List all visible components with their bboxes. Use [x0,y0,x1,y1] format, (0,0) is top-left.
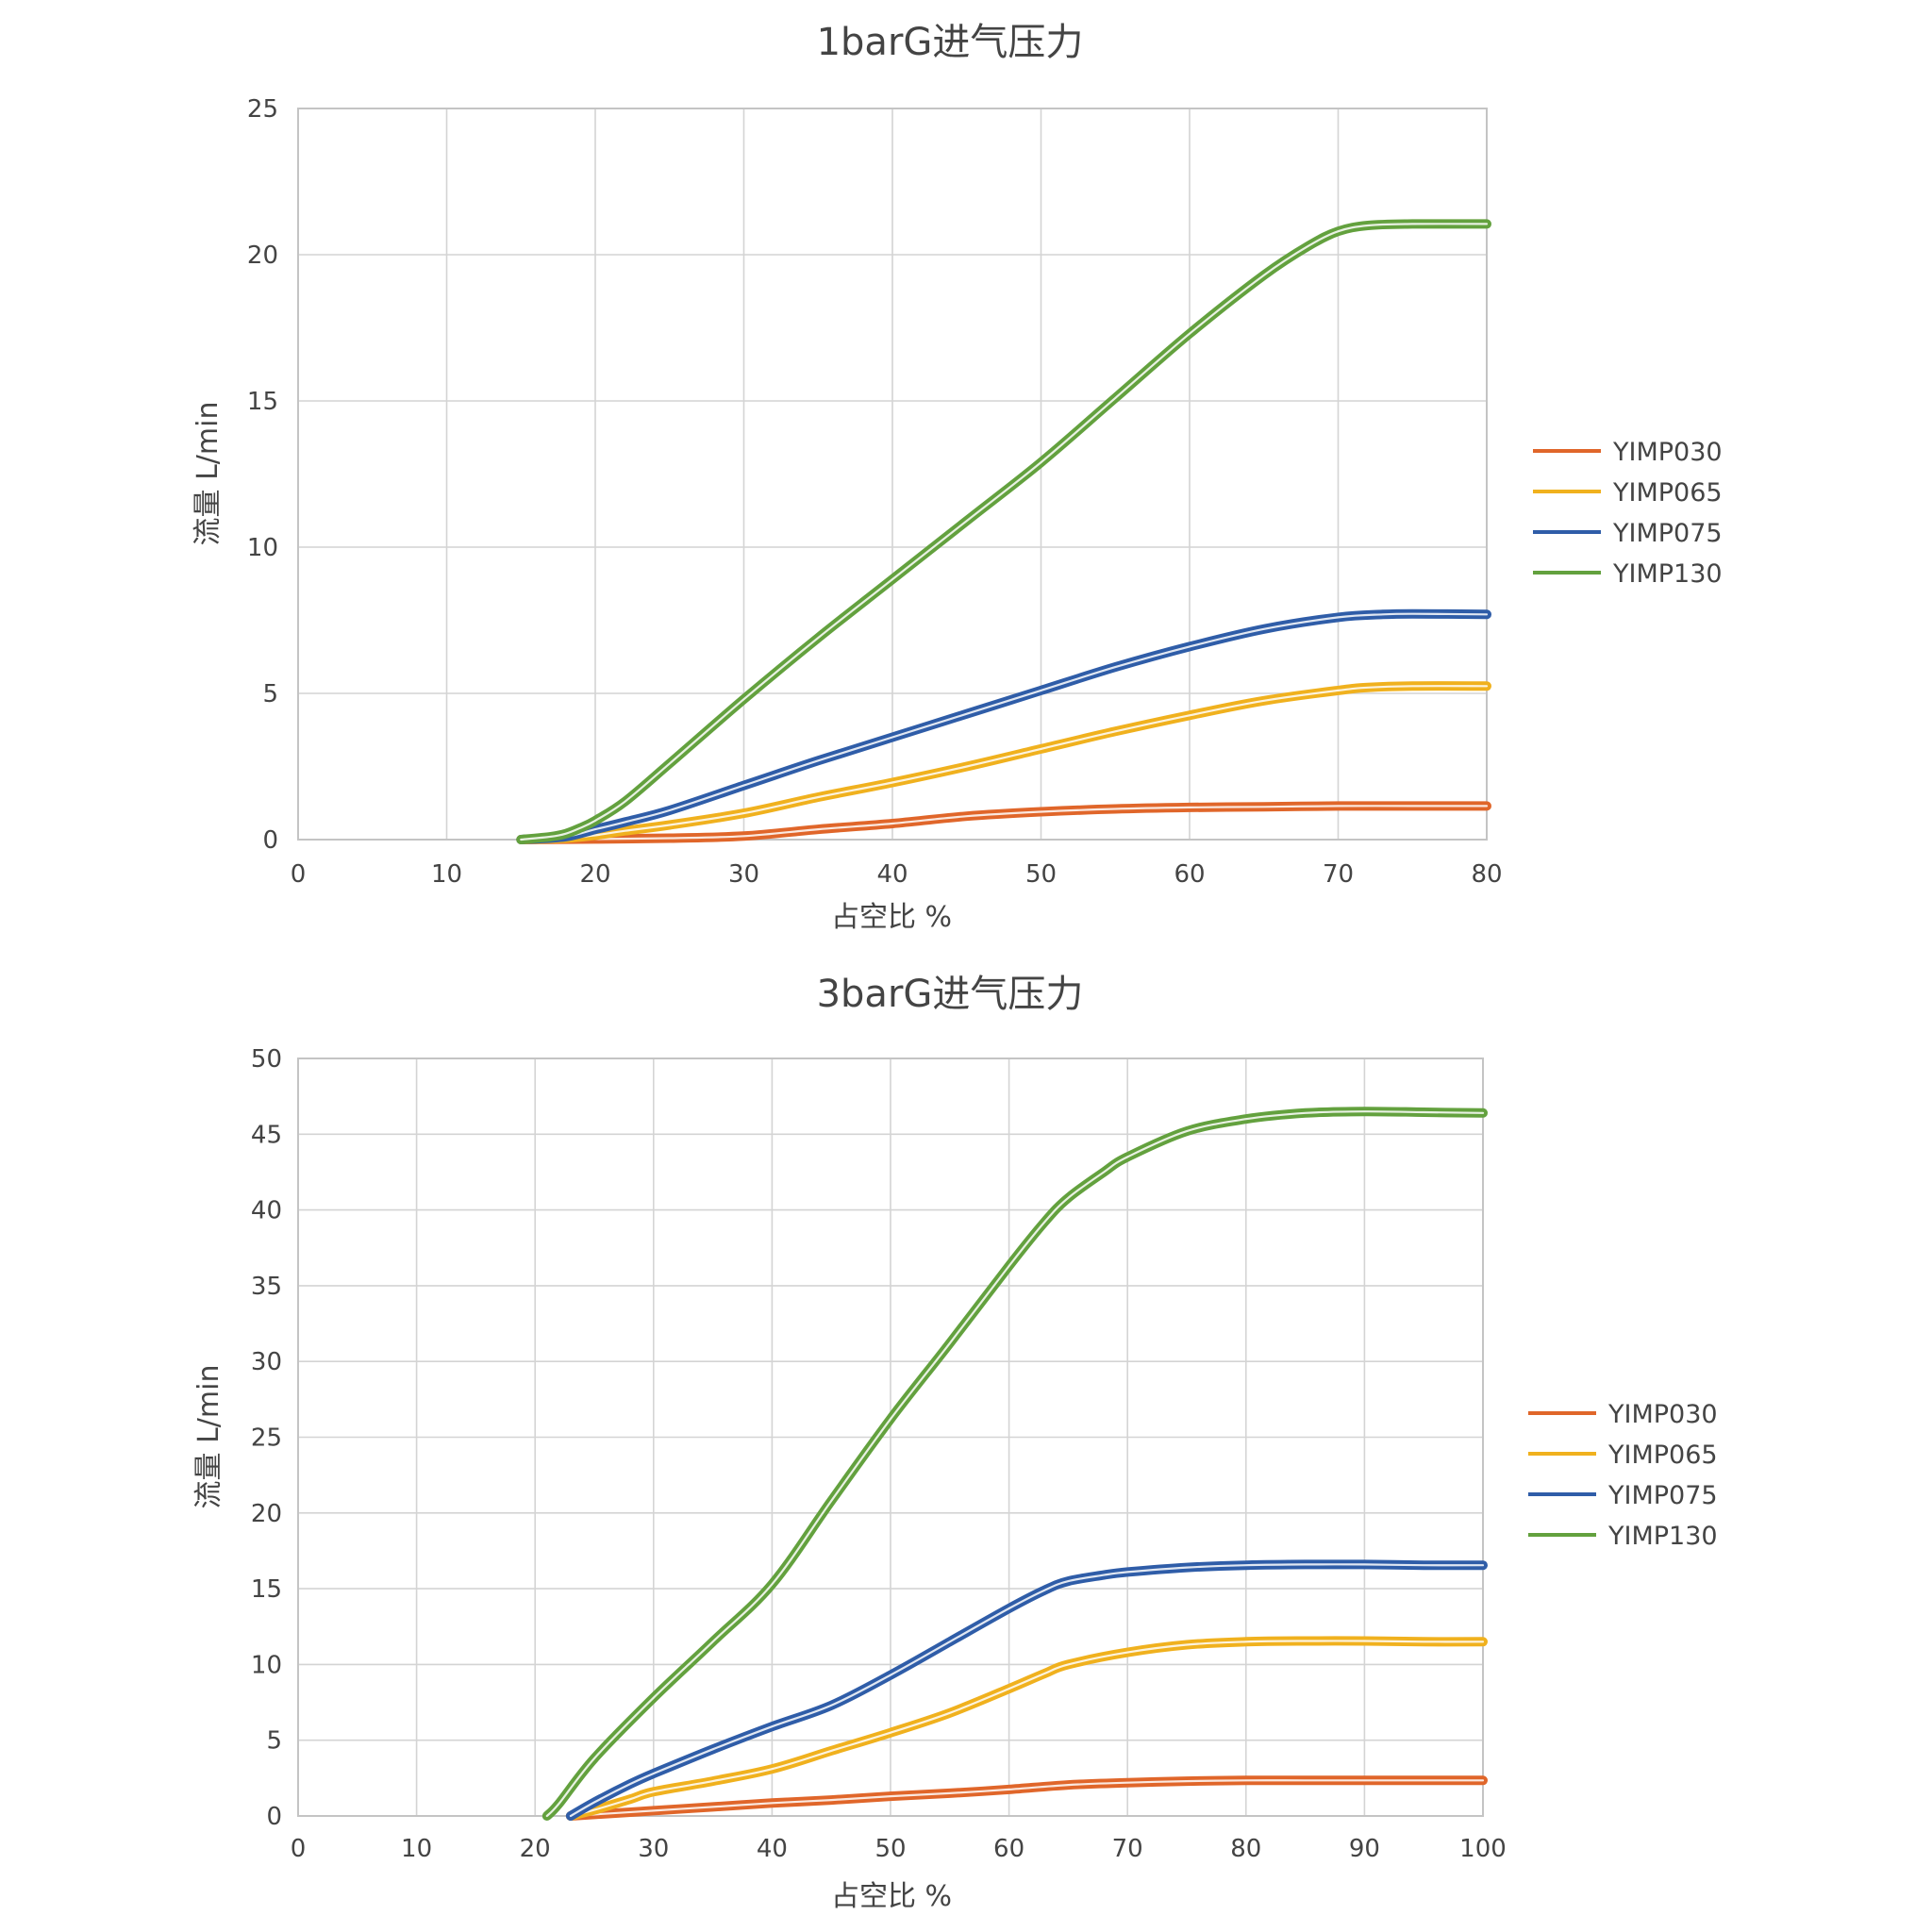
plot-frame [297,1058,1484,1817]
series-line [516,219,1491,844]
chart-title: 3barG进气压力 [817,973,1084,1016]
x-tick-label: 10 [431,860,462,889]
x-tick-label: 100 [1459,1835,1507,1863]
legend-label: YIMP030 [1612,438,1723,467]
series-line-highlight [520,685,1489,841]
y-tick-label: 0 [266,1803,282,1831]
legend-item-yimp030: YIMP030 [1528,1400,1718,1429]
series-yimp030 [565,1775,1488,1821]
x-tick-label: 50 [1025,860,1057,889]
x-tick-label: 80 [1230,1835,1261,1863]
series-line-highlight [520,223,1489,841]
legend-label: YIMP065 [1607,1441,1718,1470]
x-tick-label: 90 [1349,1835,1380,1863]
series-yimp065 [516,681,1491,844]
y-tick-label: 25 [247,95,278,124]
y-axis-label: 流量 L/min [192,402,225,546]
x-tick-label: 30 [638,1835,669,1863]
y-tick-label: 10 [251,1651,282,1679]
y-tick-label: 45 [251,1121,282,1149]
chart-1bar: 1barG进气压力 0 10 20 30 40 50 60 70 80 0 5 10 15 20 25 占空比 … [0,0,1932,953]
x-tick-label: 70 [1112,1835,1143,1863]
series-yimp075 [516,608,1491,844]
y-tick-label: 5 [262,680,278,708]
chart-1bar-svg: 1barG进气压力 0 10 20 30 40 50 60 70 80 0 5 10 15 20 25 占空比 … [192,21,1723,934]
series-line-highlight [520,612,1489,841]
legend-item-yimp075: YIMP075 [1533,519,1723,548]
x-tick-label: 0 [291,1835,307,1863]
y-tick-label: 35 [251,1273,282,1301]
legend-item-yimp130: YIMP130 [1528,1522,1718,1551]
x-tick-label: 20 [520,1835,551,1863]
chart-title: 1barG进气压力 [817,21,1084,64]
series-line-highlight [545,1110,1485,1818]
y-tick-label: 50 [251,1045,282,1074]
legend-label: YIMP075 [1612,519,1723,548]
series-line-highlight [569,1779,1485,1818]
legend-item-yimp065: YIMP065 [1533,478,1723,508]
x-axis-label: 占空比 % [831,1880,952,1913]
x-tick-label: 10 [401,1835,432,1863]
x-tick-label: 0 [291,860,307,889]
legend-label: YIMP030 [1607,1400,1718,1429]
chart-3bar: 3barG进气压力 0 10 20 30 40 50 60 70 80 90 100 0 5 10 15 20 2… [0,953,1932,1932]
series-line-highlight [569,1563,1485,1818]
y-tick-label: 20 [247,242,278,270]
legend-item-yimp075: YIMP075 [1528,1481,1718,1510]
x-tick-label: 70 [1323,860,1354,889]
legend-label: YIMP075 [1607,1481,1718,1510]
y-tick-label: 0 [262,826,278,855]
legend-item-yimp030: YIMP030 [1533,438,1723,467]
y-tick-label: 15 [251,1575,282,1604]
y-tick-label: 40 [251,1197,282,1225]
plot-frame [297,108,1488,841]
y-tick-label: 30 [251,1348,282,1376]
x-tick-label: 80 [1471,860,1502,889]
series-yimp130 [541,1107,1488,1821]
legend-item-yimp130: YIMP130 [1533,559,1723,589]
series-line-highlight [520,805,1489,841]
series-yimp065 [565,1636,1488,1821]
x-tick-label: 50 [874,1835,906,1863]
y-tick-label: 25 [251,1424,282,1453]
legend-label: YIMP130 [1607,1522,1718,1551]
chart-3bar-svg: 3barG进气压力 0 10 20 30 40 50 60 70 80 90 100 0 5 10 15 20 2… [192,973,1718,1913]
x-tick-label: 20 [579,860,610,889]
x-tick-label: 40 [876,860,908,889]
series-yimp075 [565,1559,1488,1821]
x-tick-label: 40 [757,1835,788,1863]
series-line [541,1107,1488,1821]
y-tick-label: 20 [251,1500,282,1528]
legend-label: YIMP130 [1612,559,1723,589]
x-axis-label: 占空比 % [831,901,952,934]
y-axis-label: 流量 L/min [192,1365,225,1509]
y-tick-label: 10 [247,534,278,562]
series-yimp130 [516,219,1491,844]
x-tick-label: 60 [1174,860,1205,889]
series-line-highlight [569,1640,1485,1818]
y-tick-label: 15 [247,388,278,416]
x-tick-label: 60 [993,1835,1024,1863]
legend-item-yimp065: YIMP065 [1528,1441,1718,1470]
x-tick-label: 30 [728,860,759,889]
legend-label: YIMP065 [1612,478,1723,508]
series-yimp030 [516,801,1491,844]
y-tick-label: 5 [266,1727,282,1756]
